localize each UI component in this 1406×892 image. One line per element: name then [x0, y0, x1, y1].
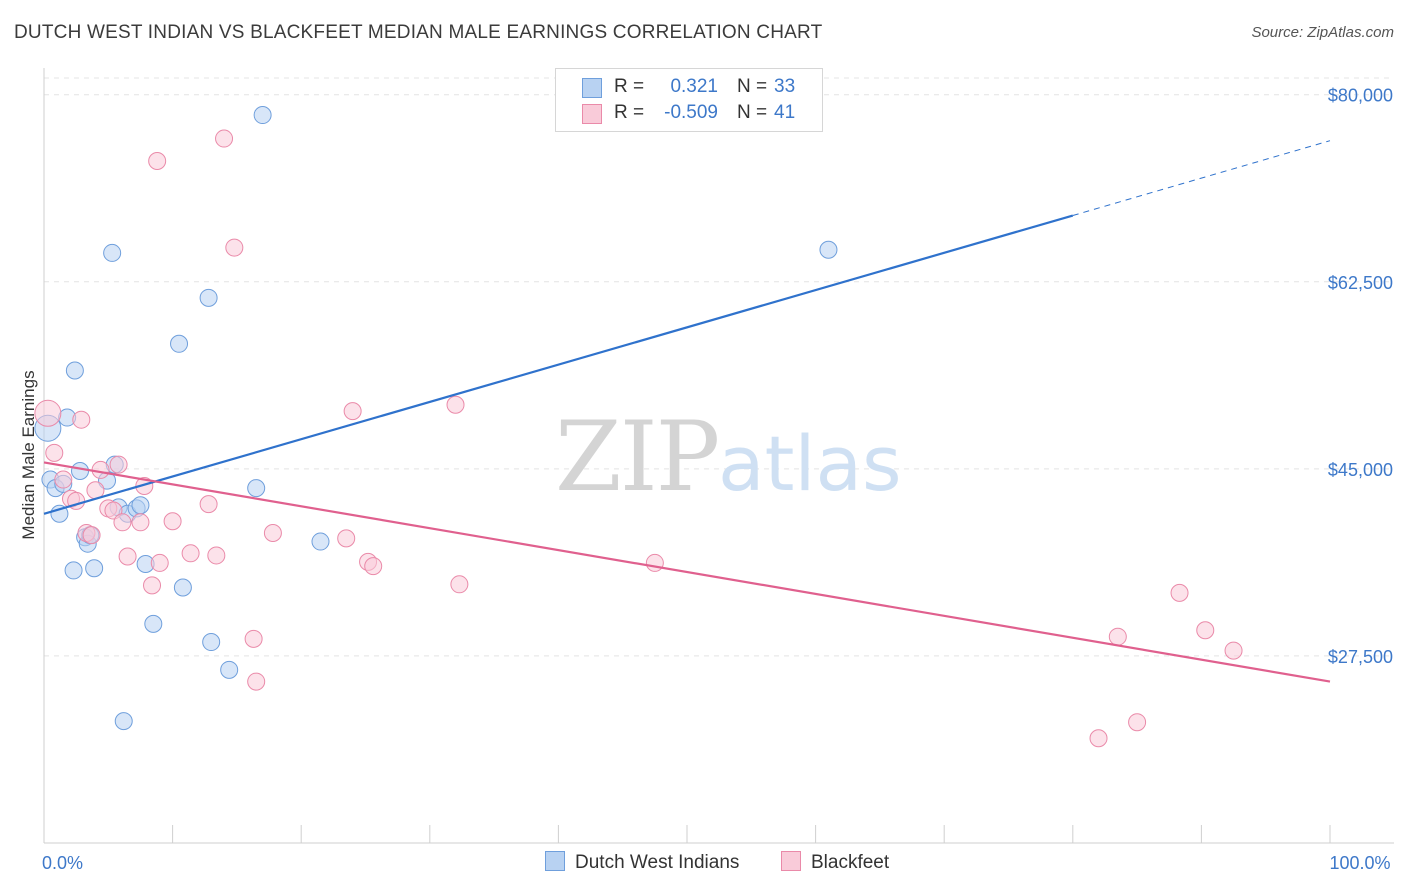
- data-point: [144, 614, 163, 633]
- data-point: [114, 712, 133, 731]
- y-tick-label: $80,000: [1328, 86, 1393, 106]
- data-point: [131, 513, 150, 532]
- data-point: [247, 479, 266, 498]
- legend-swatch-blue: [582, 78, 602, 98]
- data-point: [1170, 583, 1189, 602]
- data-point: [1224, 641, 1243, 660]
- data-point: [247, 672, 266, 691]
- data-point: [343, 402, 362, 421]
- legend-n-value: 41: [774, 102, 796, 123]
- y-axis-label: Median Male Earnings: [19, 370, 38, 539]
- watermark-atlas: atlas: [718, 419, 902, 508]
- data-point: [170, 334, 189, 353]
- bottom-legend-swatch-pink: [781, 851, 801, 871]
- data-point: [199, 495, 218, 514]
- legend-r-value: -0.509: [664, 102, 718, 123]
- data-point: [645, 553, 664, 572]
- data-point: [181, 544, 200, 563]
- data-point: [1108, 627, 1127, 646]
- data-point: [148, 152, 167, 170]
- data-point: [202, 633, 221, 652]
- legend-r-value: 0.321: [670, 76, 718, 97]
- axes: [43, 68, 1394, 844]
- x-tick-labels: 0.0% 100.0%: [42, 853, 1391, 873]
- data-point: [1196, 621, 1215, 640]
- x-tick-label: 0.0%: [42, 853, 83, 873]
- legend-swatch-pink: [582, 104, 602, 124]
- bottom-legend-label: Dutch West Indians: [575, 852, 740, 873]
- data-point: [143, 576, 162, 595]
- legend-n-label: N =: [737, 76, 768, 97]
- gridlines: [44, 77, 1394, 657]
- chart-title: DUTCH WEST INDIAN VS BLACKFEET MEDIAN MA…: [14, 22, 823, 43]
- data-point: [131, 496, 150, 515]
- data-point: [364, 557, 383, 576]
- data-point: [82, 526, 101, 545]
- data-point: [34, 399, 62, 427]
- data-point: [163, 512, 182, 531]
- y-tick-labels: $80,000 $62,500 $45,000 $27,500: [1328, 86, 1393, 667]
- data-point: [135, 476, 154, 495]
- y-tick-label: $27,500: [1328, 647, 1393, 667]
- data-point: [220, 660, 239, 679]
- series-blackfeet: [34, 129, 1243, 748]
- data-point: [85, 559, 104, 578]
- data-point: [199, 288, 218, 307]
- data-point: [1128, 713, 1147, 732]
- legend-n-value: 33: [774, 76, 796, 97]
- legend-row-dutch-west-indians: R = 0.321 N = 33: [556, 74, 822, 102]
- data-point: [109, 455, 128, 474]
- legend-row-blackfeet: R = -0.509 N = 41: [556, 100, 822, 128]
- data-point: [64, 561, 83, 580]
- bottom-legend-dutch-west-indians: Dutch West Indians: [545, 851, 739, 874]
- data-point: [103, 243, 122, 262]
- data-point: [225, 238, 244, 257]
- data-point: [446, 395, 465, 414]
- data-point: [244, 629, 263, 648]
- data-point: [91, 460, 110, 479]
- legend-n-label: N =: [737, 102, 768, 123]
- data-point: [173, 578, 192, 597]
- data-point: [253, 106, 272, 125]
- x-tick-label: 100.0%: [1329, 853, 1390, 873]
- data-point: [207, 546, 226, 565]
- data-point: [45, 443, 64, 462]
- data-point: [65, 361, 84, 380]
- bottom-legend-label: Blackfeet: [811, 852, 890, 873]
- source-label: Source: ZipAtlas.com: [1251, 24, 1394, 41]
- correlation-legend: R = 0.321 N = 33 R = -0.509 N = 41: [555, 68, 823, 132]
- legend-r-label: R =: [614, 76, 645, 97]
- bottom-legend-blackfeet: Blackfeet: [781, 851, 889, 874]
- data-point: [263, 524, 282, 542]
- watermark-zip: ZIP: [555, 401, 718, 513]
- data-point: [118, 547, 137, 566]
- data-point: [54, 470, 73, 489]
- trend-line: [43, 214, 1074, 515]
- data-point: [215, 129, 234, 148]
- trend-line: [43, 461, 1331, 683]
- trend-line-extension: [1072, 140, 1331, 216]
- legend-r-label: R =: [614, 102, 645, 123]
- y-tick-label: $62,500: [1328, 273, 1393, 293]
- data-point: [450, 575, 469, 594]
- data-point: [1089, 729, 1108, 748]
- data-point: [819, 240, 838, 259]
- trend-lines: [43, 140, 1331, 683]
- data-point: [337, 529, 356, 548]
- data-point: [113, 513, 132, 532]
- data-point: [150, 553, 169, 572]
- y-tick-label: $45,000: [1328, 460, 1393, 480]
- data-point: [71, 462, 90, 480]
- data-point: [311, 532, 330, 551]
- data-point: [72, 410, 91, 429]
- bottom-legend-swatch-blue: [545, 851, 565, 871]
